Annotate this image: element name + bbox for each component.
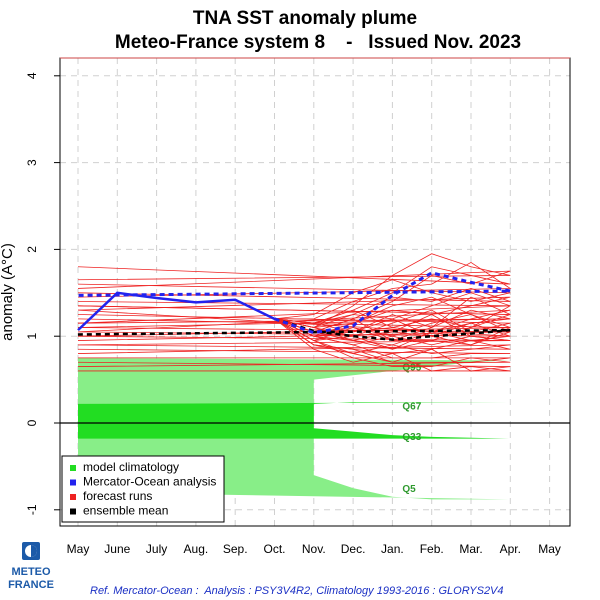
x-tick-label: July xyxy=(146,542,167,556)
legend-swatch xyxy=(70,508,76,515)
logo-text-line2: FRANCE xyxy=(8,579,54,591)
forecast-run-line xyxy=(78,318,511,372)
logo-text-line1: METEO xyxy=(11,566,51,578)
y-tick-label: -1 xyxy=(25,504,39,515)
forecast-run-line xyxy=(77,318,511,354)
legend-label: model climatology xyxy=(83,460,179,474)
x-tick-label: Oct. xyxy=(263,542,285,556)
x-tick-label: Dec. xyxy=(341,542,366,556)
x-tick-label: Feb. xyxy=(420,542,444,556)
y-axis-label: anomaly (A°C) xyxy=(0,243,16,341)
forecast-run-line xyxy=(77,288,511,324)
x-tick-label: May xyxy=(67,542,90,556)
x-tick-label: June xyxy=(104,542,130,556)
chart-title-line1: TNA SST anomaly plume xyxy=(193,8,417,29)
legend-swatch xyxy=(70,479,76,486)
x-tick-label: Sep. xyxy=(223,542,248,556)
legend-swatch xyxy=(70,465,76,471)
forecast-runs xyxy=(77,253,512,372)
y-tick-label: 2 xyxy=(25,246,39,253)
x-tick-label: Jan. xyxy=(381,542,404,556)
quantile-labels: Q95 Q67 Q33 Q5 xyxy=(402,363,421,496)
y-tick-label: 3 xyxy=(25,159,39,166)
y-tick-label: 4 xyxy=(25,72,39,79)
reference-note: Ref. Mercator-Ocean : Analysis : PSY3V4R… xyxy=(90,585,504,597)
forecast-run-line xyxy=(77,309,511,337)
logo-mark-half xyxy=(31,545,37,557)
analysis-line xyxy=(77,291,276,332)
legend-label: forecast runs xyxy=(83,489,152,503)
legend-label: ensemble mean xyxy=(83,504,168,518)
legend-box xyxy=(61,455,225,523)
forecast-run-line xyxy=(77,318,511,372)
quantile-label: Q67 xyxy=(402,402,421,413)
legend-swatch xyxy=(70,494,76,500)
legend-label: Mercator-Ocean analysis xyxy=(83,475,216,489)
meteo-france-logo: METEO FRANCE xyxy=(8,542,54,591)
forecast-run-line xyxy=(77,296,511,337)
forecast-run-line xyxy=(77,314,511,341)
forecast-run-line xyxy=(77,309,511,350)
quantile-label: Q33 xyxy=(402,432,421,443)
analysis-dashed-line xyxy=(77,271,511,335)
quantile-label: Q95 xyxy=(402,363,421,374)
chart-title-line2: Meteo-France system 8 - Issued Nov. 2023 xyxy=(115,32,521,53)
x-tick-label: Aug. xyxy=(184,542,209,556)
x-tick-label: May xyxy=(538,542,561,556)
x-tick-label: Mar. xyxy=(459,542,482,556)
analysis-group xyxy=(77,271,511,335)
x-tick-label: Apr. xyxy=(500,542,521,556)
x-axis-ticks: May June July Aug. Sep. Oct. Nov. Dec. Jan. Feb. M… xyxy=(67,542,561,556)
quantile-label: Q5 xyxy=(402,484,416,495)
y-tick-label: 1 xyxy=(25,333,39,340)
band-q67-q33 xyxy=(78,402,511,439)
forecast-run-line xyxy=(77,318,511,367)
x-tick-label: Nov. xyxy=(302,542,326,556)
y-tick-label: 0 xyxy=(25,419,39,426)
y-axis-ticks: -1 0 1 2 3 4 xyxy=(25,72,60,515)
